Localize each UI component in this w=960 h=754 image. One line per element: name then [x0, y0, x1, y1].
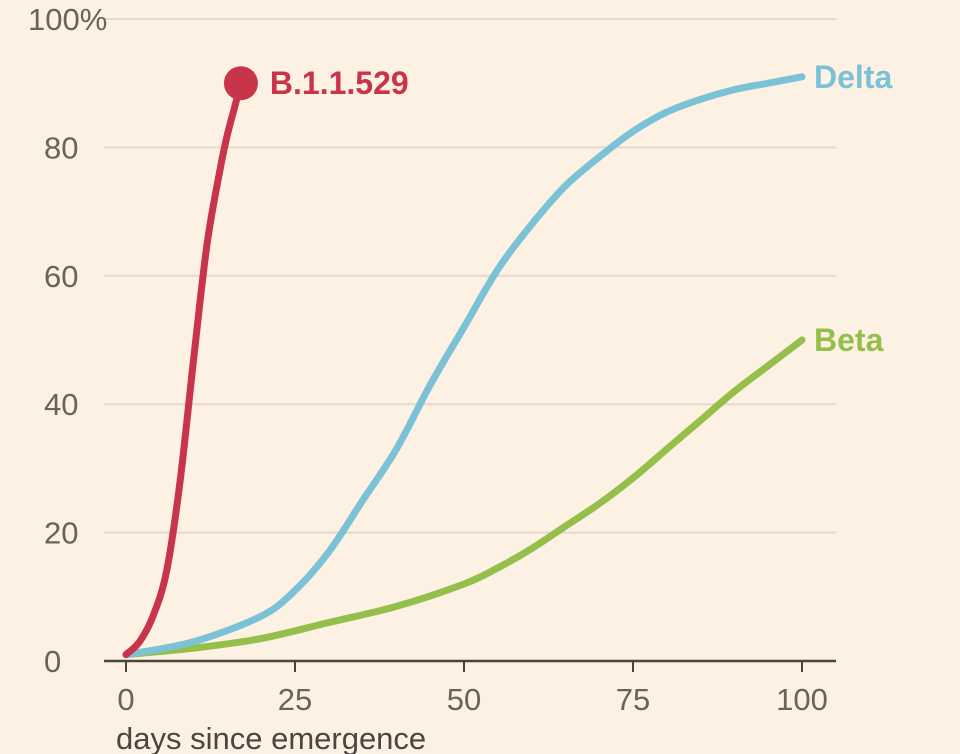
series-label-b-1-1-529: B.1.1.529 — [270, 65, 409, 101]
series-label-beta: Beta — [814, 322, 884, 358]
y-tick-label-60: 60 — [44, 259, 78, 294]
x-axis-title: days since emergence — [116, 721, 426, 754]
series-line-beta — [122, 336, 806, 659]
y-tick-label-20: 20 — [44, 516, 78, 551]
x-tick-label-75: 75 — [616, 682, 650, 717]
x-tick-label-25: 25 — [278, 682, 312, 717]
series-layer: Beta Delta B.1.1.529 — [122, 59, 892, 659]
x-tick-label-0: 0 — [117, 682, 134, 717]
y-tick-label-80: 80 — [44, 130, 78, 165]
series-end-marker-b-1-1-529 — [223, 66, 258, 101]
x-tick-label-100: 100 — [776, 682, 828, 717]
y-tick-label-0: 0 — [44, 644, 61, 679]
series-line-b-1-1-529 — [122, 79, 245, 659]
grid-layer: 0 20 40 60 80 100% — [28, 2, 836, 679]
series-label-delta: Delta — [814, 59, 892, 95]
x-tick-label-50: 50 — [447, 682, 481, 717]
x-axis: 0 25 50 75 100 — [104, 659, 836, 717]
series-line-delta — [122, 73, 806, 659]
y-tick-label-100: 100% — [28, 2, 107, 37]
y-tick-label-40: 40 — [44, 387, 78, 422]
